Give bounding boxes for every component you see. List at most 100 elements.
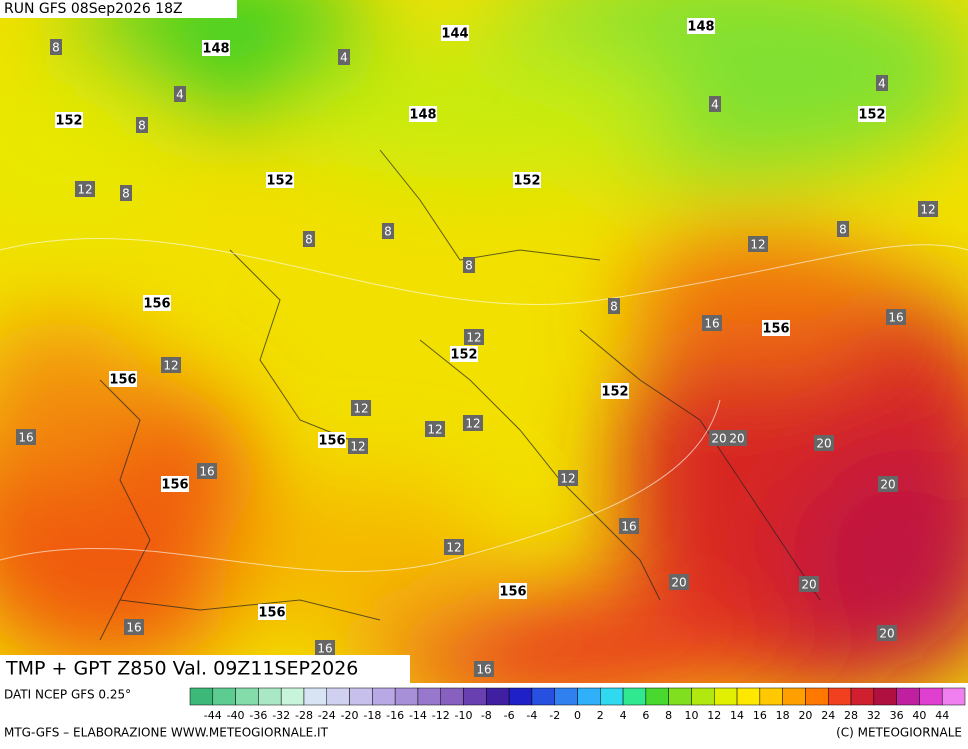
run-label: RUN GFS 08Sep2026 18Z <box>4 1 183 17</box>
legend-tick-label: 2 <box>597 709 604 722</box>
legend-tick-label: -40 <box>227 709 245 722</box>
geopotential-label: 152 <box>266 174 293 189</box>
color-swatch <box>280 687 305 706</box>
color-swatch <box>896 687 920 706</box>
run-box <box>0 0 237 18</box>
geopotential-label-box <box>55 112 83 128</box>
temperature-label-box <box>197 463 217 479</box>
data-source: DATI NCEP GFS 0.25° <box>4 688 131 702</box>
legend-tick-label: -36 <box>249 709 267 722</box>
temperature-label: 12 <box>446 541 461 555</box>
temperature-label: 12 <box>560 472 575 486</box>
color-swatch <box>645 687 669 706</box>
geopotential-label-box <box>858 106 886 122</box>
temperature-label: 8 <box>122 187 130 201</box>
temperature-label-box <box>75 181 95 197</box>
color-swatch <box>782 687 806 706</box>
color-swatch <box>600 687 624 706</box>
color-swatch <box>531 687 555 706</box>
geopotential-label-box <box>762 320 790 336</box>
temperature-label: 12 <box>427 423 442 437</box>
temperature-label-box <box>877 625 897 641</box>
geopotential-label-box <box>687 18 715 34</box>
temperature-label-box <box>669 574 689 590</box>
legend-tick-label: 12 <box>707 709 721 722</box>
temperature-label-box <box>814 435 834 451</box>
temperature-label-box <box>748 236 768 252</box>
geopotential-label-box <box>109 371 137 387</box>
temperature-label-box <box>709 96 721 112</box>
legend-tick-label: 6 <box>642 709 649 722</box>
temperature-label-box <box>124 619 144 635</box>
temperature-label: 4 <box>878 77 886 91</box>
geopotential-label-box <box>318 432 346 448</box>
legend-tick-label: -6 <box>504 709 515 722</box>
temperature-label: 12 <box>920 203 935 217</box>
legend-tick-label: 20 <box>798 709 812 722</box>
temperature-label: 20 <box>816 437 831 451</box>
temperature-label-box <box>886 309 906 325</box>
temperature-label-box <box>120 185 132 201</box>
legend-tick-label: -20 <box>341 709 359 722</box>
legend-tick-label: 40 <box>912 709 926 722</box>
color-swatch <box>691 687 715 706</box>
temperature-label: 12 <box>350 440 365 454</box>
title-box <box>0 655 410 683</box>
temperature-label-box <box>463 415 483 431</box>
geopotential-label: 156 <box>143 297 170 312</box>
color-swatch <box>463 687 487 706</box>
temperature-label-box <box>425 421 445 437</box>
temperature-label-box <box>608 298 620 314</box>
legend-tick-label: -4 <box>526 709 537 722</box>
temperature-label: 8 <box>52 41 60 55</box>
temperature-label: 16 <box>18 431 33 445</box>
geopotential-label-box <box>441 25 469 41</box>
legend-tick-label: 4 <box>620 709 627 722</box>
geopotential-label: 156 <box>762 322 789 337</box>
geopotential-label-box <box>601 383 629 399</box>
temperature-label: 16 <box>199 465 214 479</box>
legend-tick-label: -44 <box>204 709 222 722</box>
geopotential-label: 144 <box>441 27 468 42</box>
geopotential-label: 152 <box>858 108 885 123</box>
geopotential-label-box <box>161 476 189 492</box>
legend-tick-label: 8 <box>665 709 672 722</box>
color-swatch <box>486 687 510 706</box>
temperature-label: 4 <box>711 98 719 112</box>
legend-tick-label: 16 <box>753 709 767 722</box>
temperature-label: 4 <box>340 51 348 65</box>
legend-tick-label: -24 <box>318 709 336 722</box>
geopotential-label-box <box>499 583 527 599</box>
legend-tick-label: -2 <box>549 709 560 722</box>
temperature-label-box <box>619 518 639 534</box>
color-swatch <box>919 687 943 706</box>
temperature-label: 16 <box>317 642 332 656</box>
temperature-label-box <box>876 75 888 91</box>
temperature-label-box <box>474 661 494 677</box>
geopotential-label: 152 <box>601 385 628 400</box>
geopotential-label-box <box>143 295 171 311</box>
legend-tick-label: 24 <box>821 709 835 722</box>
legend-tick-label: -8 <box>481 709 492 722</box>
temperature-label-box <box>50 39 62 55</box>
legend-tick-label: -12 <box>432 709 450 722</box>
temperature-label-box <box>351 400 371 416</box>
geopotential-label: 156 <box>161 478 188 493</box>
legend-tick-label: 44 <box>935 709 949 722</box>
temperature-label: 12 <box>163 359 178 373</box>
color-swatch <box>873 687 897 706</box>
geopotential-label: 148 <box>202 42 229 57</box>
geopotential-label-box <box>266 172 294 188</box>
temperature-label-box <box>878 476 898 492</box>
color-swatch <box>714 687 738 706</box>
temperature-label-box <box>382 223 394 239</box>
legend-tick-label: -18 <box>363 709 381 722</box>
temperature-label: 16 <box>126 621 141 635</box>
temperature-label: 16 <box>704 317 719 331</box>
color-swatch <box>212 687 236 706</box>
temperature-label-box <box>136 117 148 133</box>
temperature-label: 8 <box>610 300 618 314</box>
temperature-label: 8 <box>465 259 473 273</box>
legend-tick-label: 0 <box>574 709 581 722</box>
geopotential-label: 156 <box>318 434 345 449</box>
